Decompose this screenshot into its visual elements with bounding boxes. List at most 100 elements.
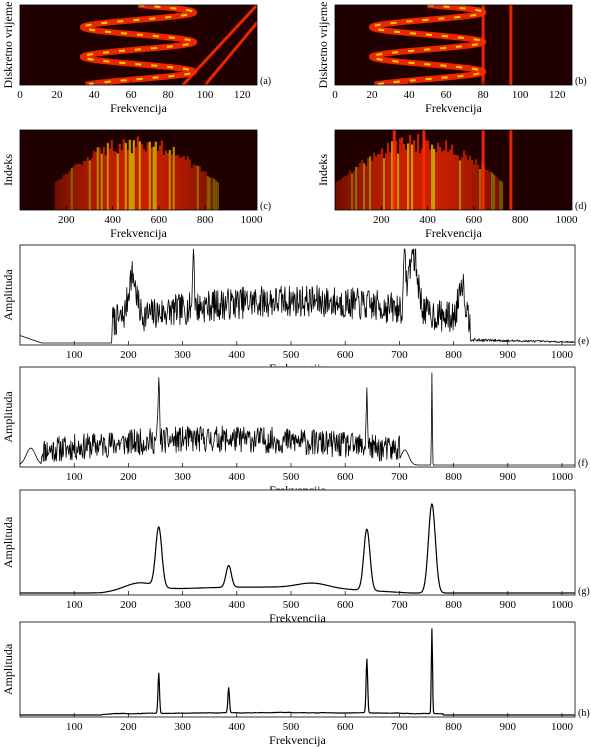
x-tick-label: 100: [197, 89, 214, 101]
band-column: [369, 156, 372, 210]
band-column: [383, 158, 386, 210]
plot-frame: [334, 4, 573, 86]
band-column: [78, 163, 81, 210]
x-tick-label: 800: [445, 349, 462, 361]
band-column: [359, 163, 362, 210]
panel-label: (c): [260, 201, 271, 212]
x-tick-label: 600: [151, 214, 168, 226]
x-tick-label: 500: [283, 471, 300, 483]
panel-label: (a): [260, 76, 271, 87]
band-column: [142, 149, 145, 210]
x-tick-label: 100: [66, 721, 83, 733]
band-column: [339, 179, 342, 210]
series-line: [19, 248, 575, 344]
x-tick-label: 120: [549, 89, 566, 101]
series-line: [19, 372, 575, 466]
x-tick-label: 300: [174, 599, 191, 611]
plot-frame: [19, 621, 576, 718]
band-column: [357, 167, 360, 210]
band-column: [174, 155, 177, 210]
band-column: [409, 135, 412, 210]
x-tick-label: 600: [337, 349, 354, 361]
band-column: [485, 169, 488, 210]
band-column: [200, 171, 203, 210]
series-line: [19, 628, 575, 716]
band-column: [391, 141, 394, 210]
panel-e: 1002003004005006007008009001000Frekvenci…: [1, 244, 589, 375]
x-tick-label: 1000: [551, 349, 574, 361]
band-column: [479, 169, 482, 210]
band-column: [108, 148, 111, 210]
band-column: [138, 141, 141, 210]
band-column: [487, 170, 490, 210]
band-column: [162, 154, 165, 210]
band-column: [164, 150, 167, 210]
band-column: [136, 136, 139, 210]
band-column: [98, 147, 101, 210]
panel-f: 1002003004005006007008009001000Frekvenci…: [1, 366, 588, 497]
x-axis-label: Frekvencija: [110, 226, 167, 240]
panel-label: (f): [578, 458, 588, 469]
y-axis-label: Diskretno vrijeme: [316, 2, 330, 89]
band-column: [501, 181, 504, 210]
band-column: [441, 151, 444, 210]
x-tick-label: 80: [163, 89, 175, 101]
x-tick-label: 1000: [555, 214, 578, 226]
band-column: [377, 153, 380, 210]
x-tick-label: 600: [337, 599, 354, 611]
band-column: [64, 173, 67, 210]
band-column: [124, 143, 127, 210]
panel-a: 0 20 40 60 80 100 120 Frekvencija Diskretno vrij…: [1, 2, 271, 115]
ridge-1: [181, 5, 257, 85]
band-column: [116, 153, 119, 210]
x-tick-label: 1000: [551, 721, 574, 733]
x-tick-label: 900: [500, 349, 517, 361]
band-column: [102, 146, 105, 210]
band-column: [58, 179, 61, 210]
band-column: [204, 171, 207, 210]
band-column: [176, 154, 179, 210]
plot-frame: [19, 366, 576, 468]
band-column: [134, 147, 137, 210]
band-column: [178, 157, 181, 210]
band-column: [146, 142, 149, 210]
band-column: [343, 176, 346, 210]
band-column: [413, 140, 416, 210]
band-column: [182, 155, 185, 210]
band-column: [491, 172, 494, 210]
band-column: [453, 154, 456, 210]
band-column: [431, 144, 434, 210]
band-column: [407, 143, 410, 210]
band-column: [88, 160, 91, 210]
band-column: [403, 143, 406, 210]
band-column: [156, 151, 159, 210]
band-column: [363, 163, 366, 210]
x-tick-label: 400: [419, 214, 436, 226]
ridge-2: [204, 20, 257, 85]
band-column: [361, 160, 364, 210]
band-column: [94, 151, 97, 210]
band-column: [132, 140, 135, 210]
band-column: [170, 154, 173, 210]
band-column: [475, 159, 478, 210]
band-column: [210, 178, 213, 210]
x-tick-label: 600: [337, 721, 354, 733]
band-column: [389, 152, 392, 210]
band-column: [192, 164, 195, 210]
band-column: [196, 165, 199, 210]
band-column: [122, 139, 125, 210]
x-axis-label: Frekvencija: [425, 226, 482, 240]
band-column: [367, 158, 370, 210]
x-tick-label: 200: [120, 349, 137, 361]
band-column: [168, 149, 171, 210]
x-tick-label: 200: [120, 599, 137, 611]
band-column: [419, 153, 422, 210]
band-column: [148, 141, 151, 210]
x-tick-label: 500: [283, 599, 300, 611]
band-column: [397, 153, 400, 210]
x-tick-label: 40: [404, 89, 416, 101]
band-column: [379, 154, 382, 210]
band-column: [128, 139, 131, 210]
band-column: [395, 140, 398, 210]
band-column: [459, 160, 462, 210]
